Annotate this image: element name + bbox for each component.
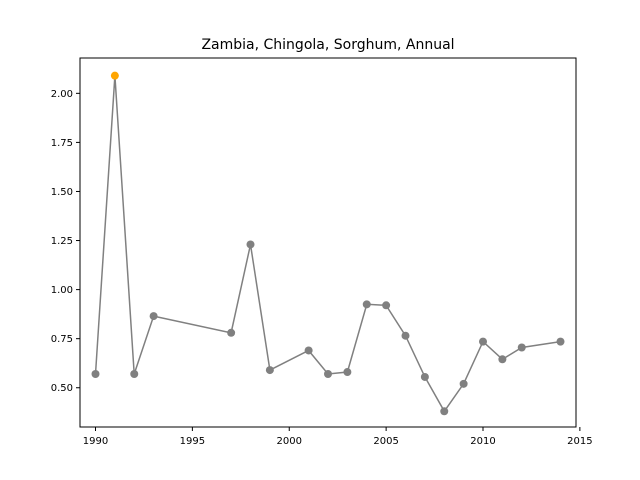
data-point	[517, 343, 526, 352]
y-tick-label: 0.50	[51, 383, 73, 394]
data-point	[420, 372, 429, 381]
data-point	[498, 355, 507, 364]
data-point	[479, 337, 487, 346]
x-axis: 1990 1995 2000 2005 2010 2015	[83, 427, 593, 447]
chart-title: Zambia, Chingola, Sorghum, Annual	[201, 37, 454, 53]
y-tick-label: 1.00	[51, 285, 73, 296]
series-line-group	[91, 71, 565, 416]
y-tick-label: 2.00	[51, 89, 73, 100]
data-point	[401, 331, 410, 340]
y-tick-label: 0.75	[51, 334, 73, 345]
data-point	[227, 328, 236, 337]
y-tick-label: 1.25	[51, 236, 73, 247]
data-point	[324, 370, 332, 379]
y-tick-label: 1.50	[51, 187, 73, 198]
data-point	[382, 301, 391, 310]
y-tick-label: 1.75	[51, 138, 73, 149]
x-tick-label: 1990	[83, 436, 108, 447]
x-tick-label: 2005	[373, 436, 398, 447]
x-tick-label: 1995	[180, 436, 205, 447]
data-point	[149, 312, 158, 321]
data-point	[362, 300, 371, 309]
data-point	[246, 240, 255, 249]
x-tick-label: 2010	[470, 436, 495, 447]
x-tick-label: 2000	[277, 436, 302, 447]
data-point	[91, 370, 100, 379]
plot-area-frame	[79, 57, 577, 428]
data-point	[440, 407, 449, 416]
data-point	[343, 368, 352, 377]
x-tick-label: 2015	[567, 436, 592, 447]
data-point	[304, 346, 313, 355]
data-point	[130, 370, 139, 379]
y-axis: 0.50 0.75 1.00 1.25 1.50 1.75 2.00	[51, 89, 80, 394]
data-point	[459, 379, 468, 388]
highlighted-data-point	[110, 71, 119, 80]
series-line	[94, 75, 561, 413]
data-point	[556, 337, 565, 346]
data-point	[265, 366, 274, 375]
